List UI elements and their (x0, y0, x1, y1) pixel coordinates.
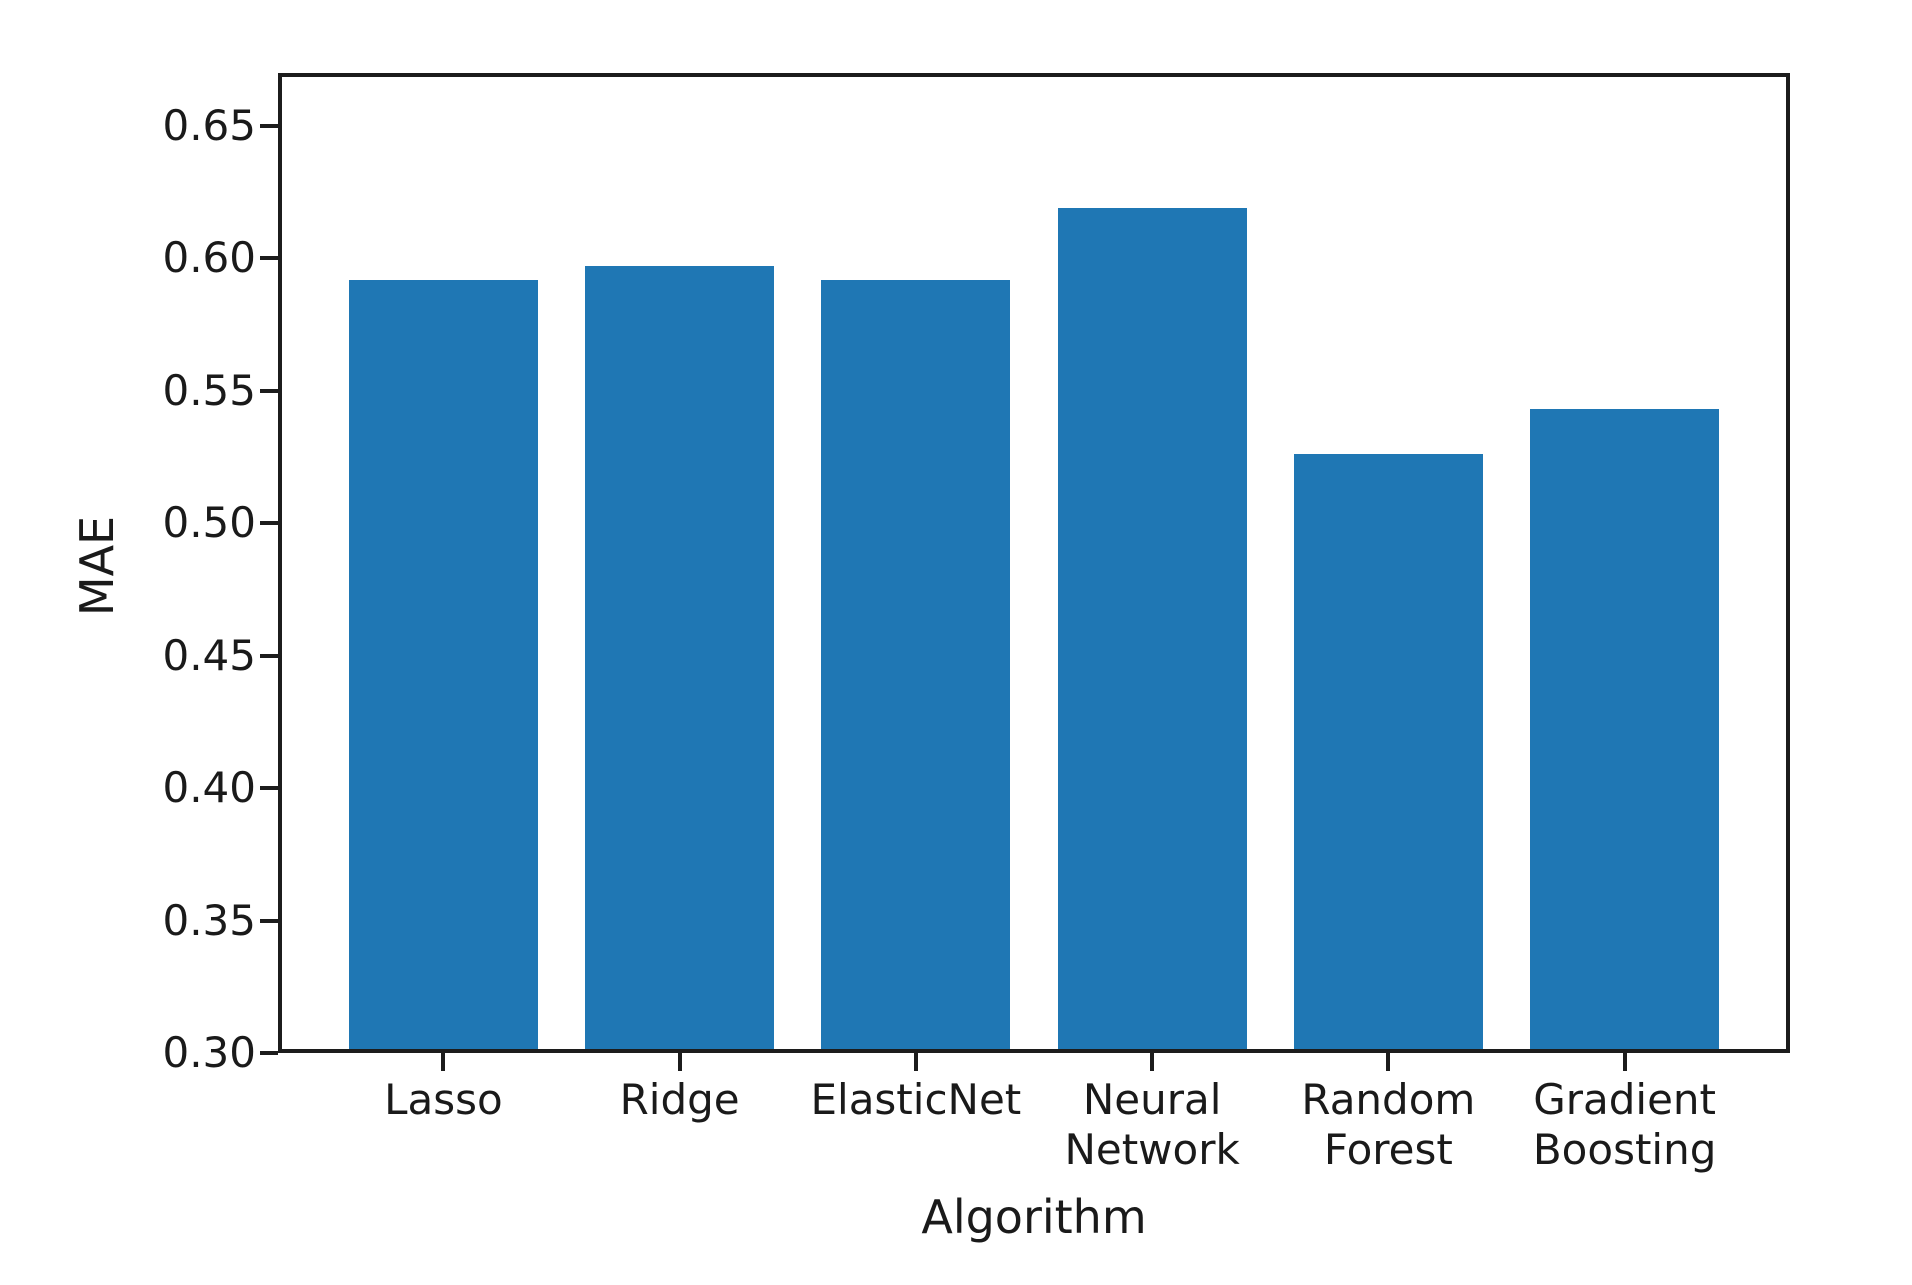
y-tick-mark (260, 388, 278, 393)
plot-area (278, 73, 1790, 1053)
x-tick-mark (913, 1053, 918, 1071)
x-tick-mark (1622, 1053, 1627, 1071)
y-tick-mark (260, 1051, 278, 1055)
x-tick-label: Neural Network (1064, 1075, 1240, 1174)
y-tick-mark (260, 256, 278, 261)
y-tick-mark (260, 786, 278, 791)
y-tick-label: 0.30 (162, 1028, 256, 1077)
x-axis-label: Algorithm (921, 1190, 1147, 1244)
bar-gradient-boosting (1530, 409, 1720, 1053)
bar-ridge (585, 266, 775, 1053)
x-tick-mark (441, 1053, 446, 1071)
bar-elasticnet (821, 279, 1011, 1053)
y-tick-label: 0.65 (162, 100, 256, 150)
y-tick-mark (260, 918, 278, 923)
bar-lasso (348, 279, 538, 1053)
y-tick-mark (260, 521, 278, 526)
x-tick-label: Lasso (384, 1075, 503, 1124)
y-tick-label: 0.50 (162, 498, 256, 548)
y-tick-mark (260, 653, 278, 658)
x-tick-mark (1150, 1053, 1155, 1071)
y-tick-label: 0.35 (162, 895, 256, 945)
x-tick-label: ElasticNet (810, 1075, 1022, 1124)
y-tick-label: 0.40 (162, 763, 256, 813)
x-tick-label: Gradient Boosting (1532, 1075, 1717, 1174)
x-tick-label: Ridge (619, 1075, 740, 1124)
y-axis-label: MAE (70, 515, 124, 617)
bar-random-forest (1293, 454, 1483, 1053)
y-tick-mark (260, 123, 278, 128)
y-tick-label: 0.45 (162, 630, 256, 680)
x-tick-mark (677, 1053, 682, 1071)
x-tick-mark (1386, 1053, 1391, 1071)
y-tick-label: 0.55 (162, 365, 256, 415)
bar-neural-network (1057, 208, 1247, 1053)
x-tick-label: Random Forest (1301, 1075, 1476, 1174)
y-tick-label: 0.60 (162, 233, 256, 283)
